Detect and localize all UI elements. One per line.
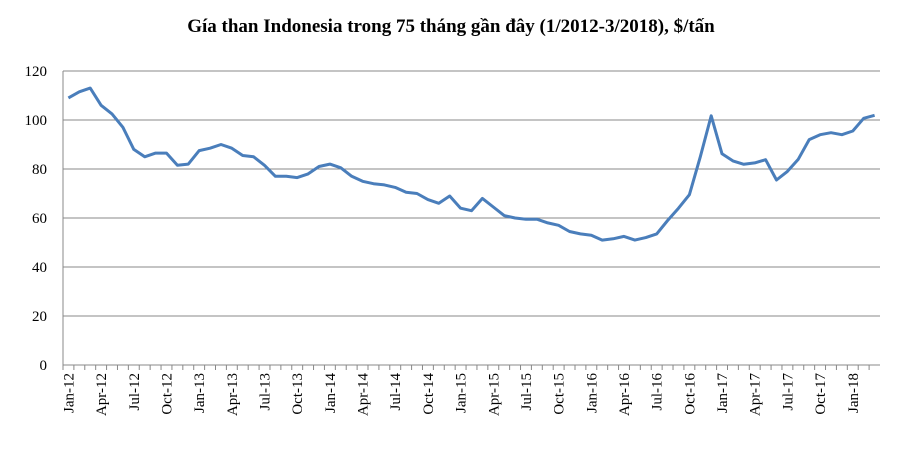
y-tick-label: 100 — [25, 113, 48, 129]
x-tick-label: Jul-12 — [127, 373, 143, 411]
chart-title: Gía than Indonesia trong 75 tháng gần đâ… — [187, 16, 715, 37]
x-tick-label: Oct-13 — [290, 373, 306, 415]
x-tick-label: Jan-17 — [715, 373, 731, 413]
y-tick-label: 40 — [32, 260, 47, 276]
x-tick-label: Jan-16 — [584, 373, 600, 413]
y-tick-label: 0 — [40, 358, 48, 374]
x-tick-label: Oct-12 — [159, 373, 175, 415]
x-tick-label: Oct-17 — [813, 373, 829, 415]
x-tick-label: Jul-14 — [388, 373, 404, 411]
x-tick-label: Apr-17 — [748, 373, 764, 417]
x-tick-label: Jan-12 — [61, 373, 77, 413]
x-tick-label: Jul-15 — [519, 373, 535, 411]
x-tick-label: Oct-16 — [682, 373, 698, 415]
x-tick-label: Jan-15 — [454, 373, 470, 413]
y-tick-label: 80 — [32, 162, 47, 178]
x-tick-label: Apr-12 — [94, 373, 110, 416]
x-tick-label: Apr-16 — [617, 373, 633, 417]
x-tick-label: Jul-17 — [780, 373, 796, 411]
x-tick-label: Apr-13 — [225, 373, 241, 416]
x-tick-label: Apr-15 — [486, 373, 502, 416]
data-line — [67, 86, 875, 242]
y-tick-label: 60 — [32, 211, 47, 227]
x-tick-label: Oct-14 — [421, 373, 437, 415]
x-tick-label: Jul-13 — [258, 373, 274, 411]
y-tick-label: 120 — [25, 64, 48, 80]
x-tick-label: Oct-15 — [552, 373, 568, 415]
x-tick-label: Jul-16 — [650, 373, 666, 411]
x-tick-label: Jan-13 — [192, 373, 208, 413]
x-tick-label: Jan-14 — [323, 373, 339, 413]
x-tick-label: Apr-14 — [356, 373, 372, 417]
y-tick-label: 20 — [32, 309, 47, 325]
x-tick-label: Jan-18 — [846, 373, 862, 413]
